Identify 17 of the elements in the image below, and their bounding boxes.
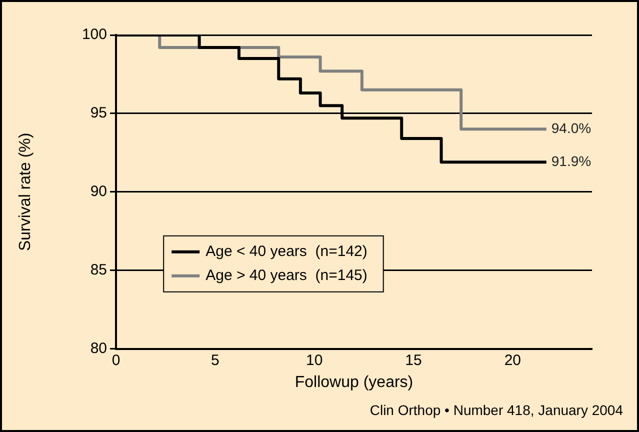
- data-label: 94.0%: [551, 120, 592, 136]
- x-tick-label: 10: [306, 352, 323, 369]
- y-tick-label: 80: [90, 340, 107, 357]
- y-tick-label: 95: [90, 104, 107, 122]
- x-tick-label: 5: [210, 352, 220, 369]
- y-tick-label: 100: [82, 26, 107, 44]
- x-tick-label: 20: [504, 352, 522, 369]
- data-label: 91.9%: [551, 152, 592, 169]
- x-axis-title: Followup (years): [294, 374, 414, 391]
- legend-label: Age < 40 years (n=142): [206, 242, 368, 260]
- text: Clin Orthop • Number 418, January 2004: [370, 402, 624, 418]
- y-tick-label: 85: [90, 261, 107, 278]
- legend-label: Age > 40 years (n=145): [206, 266, 368, 284]
- y-tick-label: 90: [90, 183, 107, 200]
- y-axis-title: Survival rate (%): [17, 132, 34, 252]
- x-tick-label: 15: [405, 352, 422, 369]
- x-tick-label: 0: [112, 352, 120, 369]
